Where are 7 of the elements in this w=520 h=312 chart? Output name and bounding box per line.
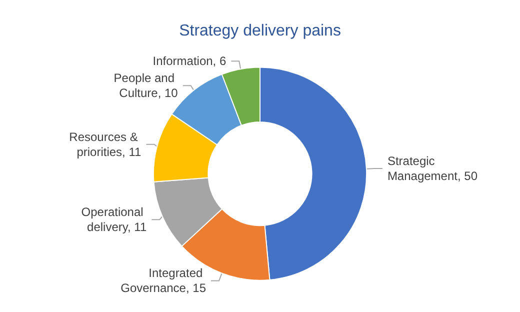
slice-label: Information, 6: [152, 54, 226, 68]
slice-label: Resources & priorities, 11: [69, 130, 142, 159]
slice-label: Integrated Governance, 15: [120, 266, 206, 296]
slice-label: Strategic Management, 50: [387, 154, 478, 184]
slice-label: Operational delivery, 11: [81, 205, 147, 234]
slice-label: People and Culture, 10: [114, 71, 178, 100]
chart-title: Strategy delivery pains: [179, 22, 341, 40]
